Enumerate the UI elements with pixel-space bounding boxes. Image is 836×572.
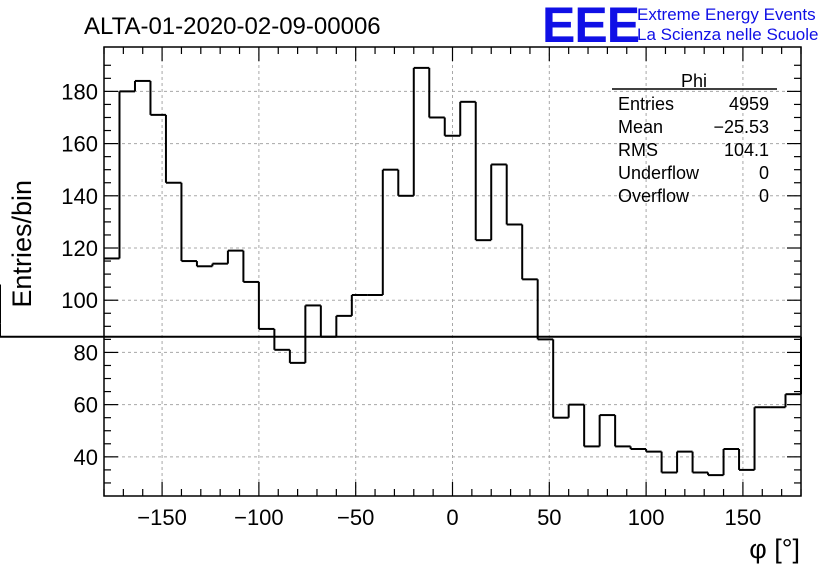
stats-row-value: −25.53 bbox=[713, 117, 769, 137]
y-tick-label: 180 bbox=[61, 79, 98, 104]
x-tick-label: 0 bbox=[446, 505, 458, 530]
stats-row-label: Overflow bbox=[618, 186, 690, 206]
y-tick-label: 100 bbox=[61, 288, 98, 313]
y-tick-label: 60 bbox=[74, 393, 98, 418]
stats-row-value: 4959 bbox=[729, 94, 769, 114]
x-tick-label: −50 bbox=[337, 505, 374, 530]
y-tick-label: 160 bbox=[61, 132, 98, 157]
x-tick-label: −100 bbox=[234, 505, 284, 530]
brand-block: EEE Extreme Energy Events La Scienza nel… bbox=[542, 0, 818, 53]
stats-row-value: 104.1 bbox=[724, 140, 769, 160]
stats-box: Phi Entries 4959 Mean −25.53 RMS 104.1 Underfl… bbox=[612, 71, 777, 206]
brand-line-2: La Scienza nelle Scuole bbox=[637, 25, 818, 44]
stats-row-value: 0 bbox=[759, 186, 769, 206]
y-axis-ticks: 40 60 80 100 120 140 160 180 bbox=[61, 64, 801, 484]
brand-logo: EEE bbox=[542, 0, 639, 53]
y-tick-label: 120 bbox=[61, 236, 98, 261]
y-tick-label: 40 bbox=[74, 445, 98, 470]
x-tick-label: 50 bbox=[537, 505, 561, 530]
x-tick-label: 150 bbox=[725, 505, 762, 530]
grid bbox=[104, 47, 801, 496]
stats-row-label: Underflow bbox=[618, 163, 700, 183]
stats-row-label: Mean bbox=[618, 117, 663, 137]
y-tick-label: 80 bbox=[74, 340, 98, 365]
stats-row-value: 0 bbox=[759, 163, 769, 183]
stats-row-label: RMS bbox=[618, 140, 658, 160]
y-axis-label: Entries/bin bbox=[7, 180, 37, 308]
brand-line-1: Extreme Energy Events bbox=[637, 5, 816, 24]
x-tick-label: −150 bbox=[137, 505, 187, 530]
x-axis-label: φ [°] bbox=[749, 534, 800, 564]
stats-name: Phi bbox=[681, 71, 707, 91]
x-axis-ticks: −150 −100 −50 0 50 100 150 bbox=[103, 47, 802, 530]
histogram-series bbox=[0, 66, 802, 477]
x-tick-label: 100 bbox=[628, 505, 665, 530]
chart-title: ALTA-01-2020-02-09-00006 bbox=[84, 13, 381, 40]
y-tick-label: 140 bbox=[61, 184, 98, 209]
stats-row-label: Entries bbox=[618, 94, 674, 114]
